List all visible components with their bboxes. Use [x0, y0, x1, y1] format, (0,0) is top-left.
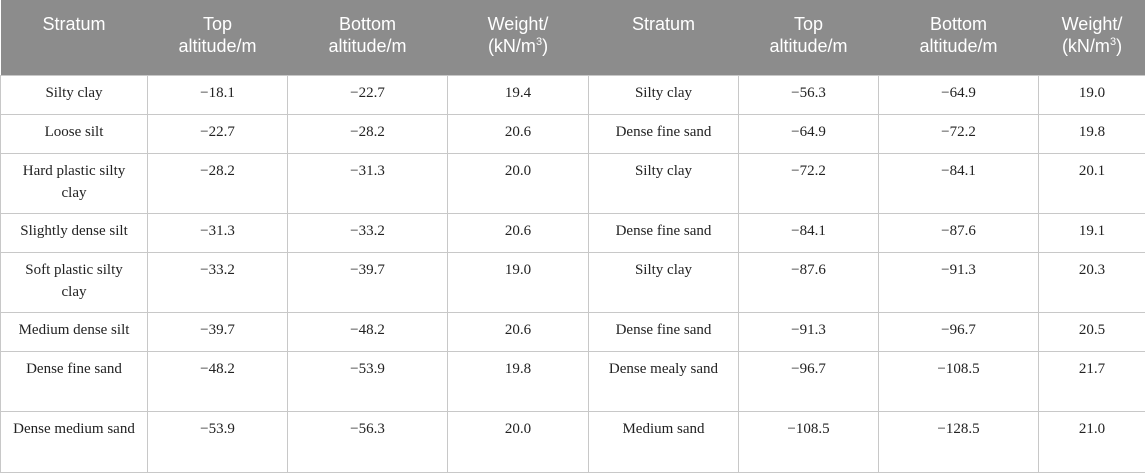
cell-top-altitude: −18.1 [147, 74, 288, 115]
cell-stratum: Silty clay [588, 74, 739, 115]
cell-bottom-altitude: −56.3 [287, 410, 448, 473]
cell-weight: 20.3 [1038, 251, 1145, 313]
cell-top-altitude: −84.1 [738, 212, 879, 253]
cell-weight: 20.6 [447, 212, 589, 253]
cell-top-altitude: −22.7 [147, 113, 288, 154]
table-row: Hard plastic silty clay −28.2 −31.3 20.0… [0, 152, 1145, 214]
cell-top-altitude: −48.2 [147, 350, 288, 412]
cell-bottom-altitude: −64.9 [878, 74, 1039, 115]
cell-top-altitude: −64.9 [738, 113, 879, 154]
cell-weight: 19.1 [1038, 212, 1145, 253]
table-row: Dense fine sand −48.2 −53.9 19.8 Dense m… [0, 350, 1145, 412]
header-row: Stratum Top altitude/m Bottom altitude/m W… [0, 0, 1145, 75]
cell-top-altitude: −108.5 [738, 410, 879, 473]
cell-stratum: Silty clay [0, 74, 148, 115]
cell-weight: 21.7 [1038, 350, 1145, 412]
cell-weight: 20.6 [447, 113, 589, 154]
cell-top-altitude: −53.9 [147, 410, 288, 473]
cell-bottom-altitude: −48.2 [287, 311, 448, 352]
cell-top-altitude: −28.2 [147, 152, 288, 214]
cell-top-altitude: −91.3 [738, 311, 879, 352]
table-header: Stratum Top altitude/m Bottom altitude/m W… [0, 0, 1145, 75]
header-weight-left: Weight/(kN/m3) [447, 0, 589, 75]
cell-bottom-altitude: −22.7 [287, 74, 448, 115]
header-weight-right: Weight/(kN/m3) [1038, 0, 1145, 75]
cell-bottom-altitude: −84.1 [878, 152, 1039, 214]
cell-stratum: Dense fine sand [588, 212, 739, 253]
header-stratum-left: Stratum [0, 0, 148, 75]
cell-stratum: Loose silt [0, 113, 148, 154]
cell-bottom-altitude: −33.2 [287, 212, 448, 253]
cell-top-altitude: −87.6 [738, 251, 879, 313]
cell-stratum: Dense fine sand [0, 350, 148, 412]
cell-weight: 19.4 [447, 74, 589, 115]
cell-weight: 19.0 [1038, 74, 1145, 115]
cell-stratum: Medium dense silt [0, 311, 148, 352]
cell-weight: 20.0 [447, 152, 589, 214]
cell-stratum: Slightly dense silt [0, 212, 148, 253]
cell-weight: 20.0 [447, 410, 589, 473]
cell-bottom-altitude: −72.2 [878, 113, 1039, 154]
table-row: Soft plastic silty clay −33.2 −39.7 19.0… [0, 251, 1145, 313]
cell-bottom-altitude: −39.7 [287, 251, 448, 313]
cell-stratum: Dense fine sand [588, 113, 739, 154]
cell-bottom-altitude: −108.5 [878, 350, 1039, 412]
cell-weight: 20.5 [1038, 311, 1145, 352]
cell-bottom-altitude: −96.7 [878, 311, 1039, 352]
cell-bottom-altitude: −53.9 [287, 350, 448, 412]
cell-top-altitude: −56.3 [738, 74, 879, 115]
cell-weight: 19.8 [1038, 113, 1145, 154]
header-bottom-altitude-left: Bottom altitude/m [287, 0, 448, 75]
cell-weight: 20.6 [447, 311, 589, 352]
table-body: Silty clay −18.1 −22.7 19.4 Silty clay −… [0, 74, 1145, 473]
cell-stratum: Silty clay [588, 152, 739, 214]
cell-top-altitude: −72.2 [738, 152, 879, 214]
cell-stratum: Medium sand [588, 410, 739, 473]
cell-top-altitude: −39.7 [147, 311, 288, 352]
cell-bottom-altitude: −128.5 [878, 410, 1039, 473]
cell-weight: 19.0 [447, 251, 589, 313]
cell-stratum: Silty clay [588, 251, 739, 313]
header-top-altitude-left: Top altitude/m [147, 0, 288, 75]
cell-bottom-altitude: −28.2 [287, 113, 448, 154]
table-row: Slightly dense silt −31.3 −33.2 20.6 Den… [0, 212, 1145, 253]
cell-stratum: Dense mealy sand [588, 350, 739, 412]
cell-top-altitude: −31.3 [147, 212, 288, 253]
cell-stratum: Dense medium sand [0, 410, 148, 473]
cell-weight: 20.1 [1038, 152, 1145, 214]
cell-bottom-altitude: −87.6 [878, 212, 1039, 253]
cell-stratum: Dense fine sand [588, 311, 739, 352]
cell-weight: 19.8 [447, 350, 589, 412]
cell-top-altitude: −96.7 [738, 350, 879, 412]
table-row: Medium dense silt −39.7 −48.2 20.6 Dense… [0, 311, 1145, 352]
header-top-altitude-right: Top altitude/m [738, 0, 879, 75]
cell-top-altitude: −33.2 [147, 251, 288, 313]
cell-bottom-altitude: −31.3 [287, 152, 448, 214]
cell-stratum: Hard plastic silty clay [0, 152, 148, 214]
table-row: Silty clay −18.1 −22.7 19.4 Silty clay −… [0, 74, 1145, 115]
header-stratum-right: Stratum [588, 0, 739, 75]
header-bottom-altitude-right: Bottom altitude/m [878, 0, 1039, 75]
cell-weight: 21.0 [1038, 410, 1145, 473]
table-row: Loose silt −22.7 −28.2 20.6 Dense fine s… [0, 113, 1145, 154]
cell-bottom-altitude: −91.3 [878, 251, 1039, 313]
table-row: Dense medium sand −53.9 −56.3 20.0 Mediu… [0, 410, 1145, 473]
cell-stratum: Soft plastic silty clay [0, 251, 148, 313]
